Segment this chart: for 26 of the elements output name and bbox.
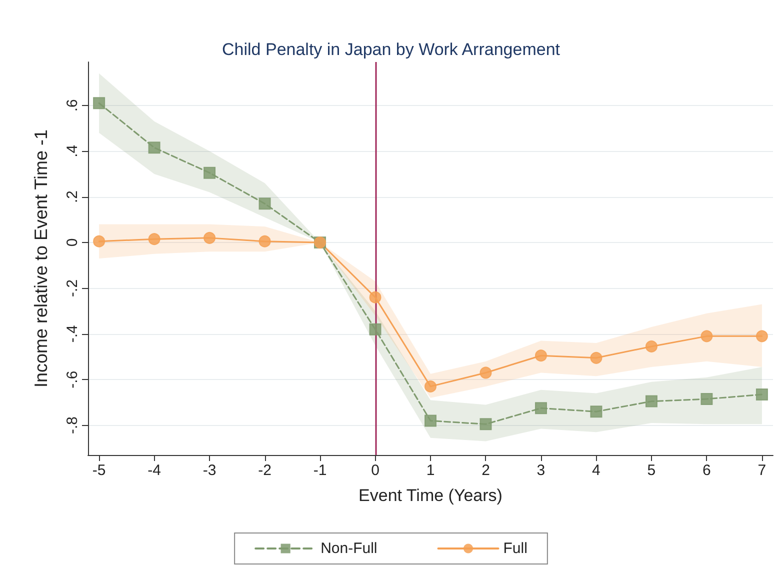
x-tick-label: -3: [202, 462, 216, 479]
x-tick-label: 1: [426, 462, 435, 479]
y-axis-title: Income relative to Event Time -1: [31, 129, 51, 388]
x-tick-label: 2: [482, 462, 490, 479]
x-tick-label: -1: [313, 462, 327, 479]
legend-label: Full: [503, 540, 528, 557]
x-tick-label: -5: [92, 462, 106, 479]
x-tick-label: -4: [148, 462, 161, 479]
y-tick-label: -.2: [64, 279, 81, 297]
x-tick-label: 0: [371, 462, 380, 479]
x-axis-title: Event Time (Years): [358, 486, 502, 505]
x-tick-label: 7: [758, 462, 766, 479]
x-tick-label: 4: [592, 462, 600, 479]
y-tick-label: .2: [64, 190, 81, 204]
y-tick-label: .4: [64, 144, 81, 158]
y-tick-label: -.6: [64, 370, 81, 388]
x-tick-label: 6: [702, 462, 711, 479]
x-tick-label: 5: [647, 462, 656, 479]
y-tick-label: -.8: [64, 416, 81, 434]
legend-label: Non-Full: [320, 540, 378, 557]
y-tick-label: .6: [64, 99, 81, 112]
chart-title: Child Penalty in Japan by Work Arrangement: [222, 40, 560, 59]
x-tick-label: -2: [258, 462, 272, 479]
y-tick-label: 0: [64, 238, 81, 247]
y-tick-label: -.4: [64, 325, 81, 343]
x-tick-label: 3: [536, 462, 546, 479]
